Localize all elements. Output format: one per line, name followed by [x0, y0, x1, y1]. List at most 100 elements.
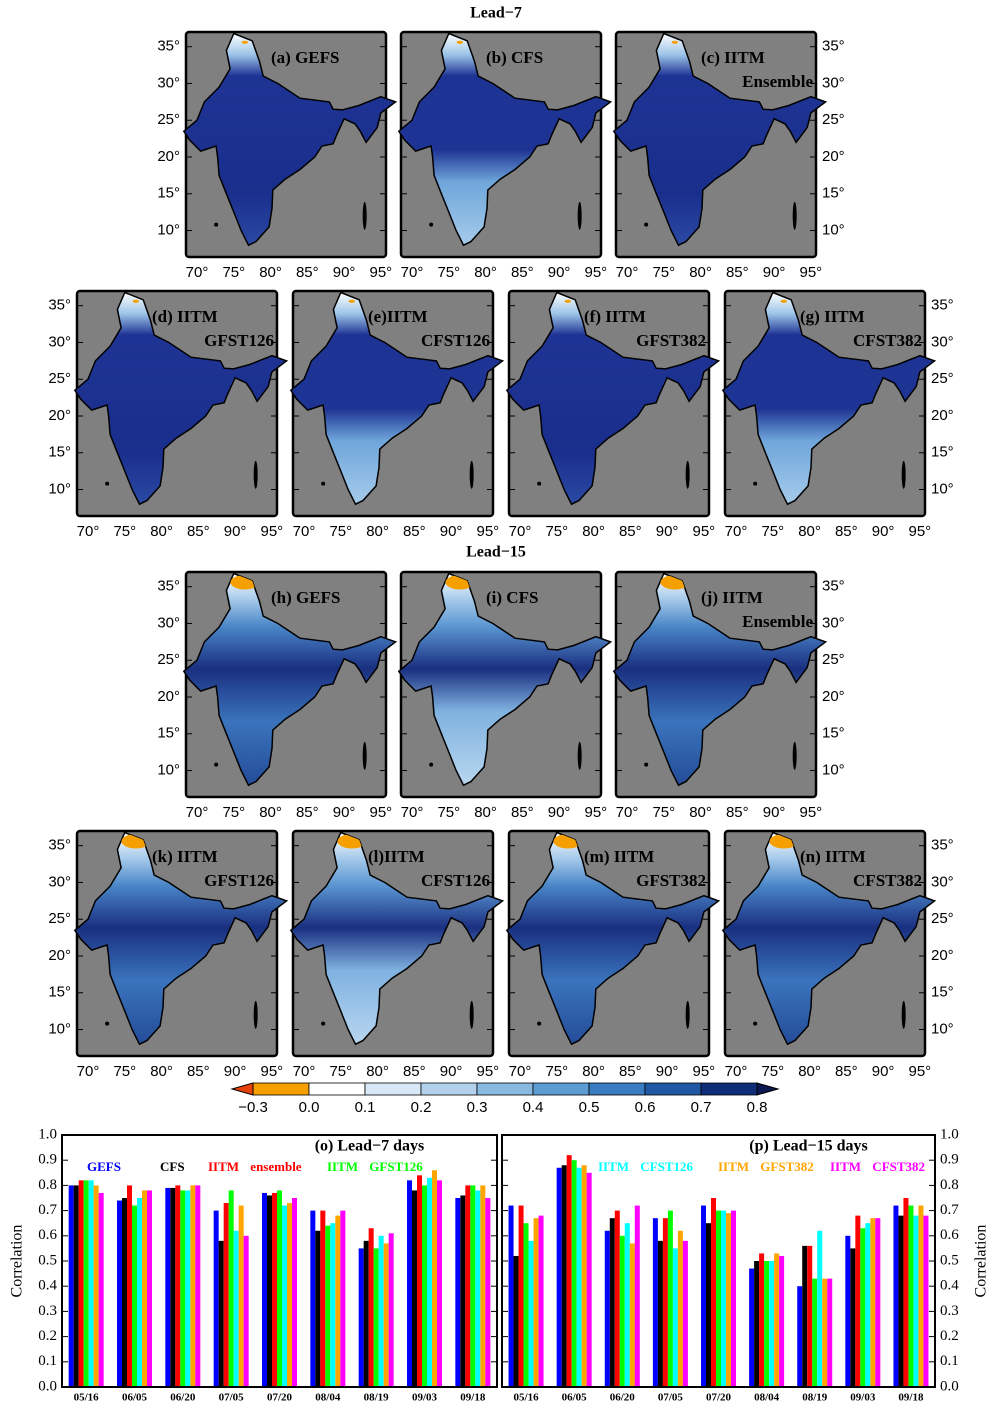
- lon-label: 75°: [545, 523, 568, 540]
- legend-entry: IITM GFST126: [327, 1159, 423, 1174]
- lon-label: 75°: [222, 804, 245, 821]
- lon-label: 90°: [224, 523, 247, 540]
- lon-label: 75°: [437, 804, 460, 821]
- colorbar-segment: [589, 1083, 645, 1095]
- bar: [315, 1231, 320, 1387]
- lat-label: 15°: [48, 984, 71, 1001]
- bar: [567, 1155, 572, 1387]
- panel-sublabel: Ensemble: [742, 612, 813, 631]
- x-tick-label: 06/20: [610, 1392, 636, 1402]
- lat-label: 35°: [931, 297, 954, 314]
- y-tick-label: 0.9: [38, 1152, 57, 1168]
- x-tick-label: 06/20: [170, 1392, 196, 1402]
- figure: Lead−7 Lead−15 (a) GEFS70°75°80°85°90°95…: [0, 0, 992, 1402]
- y-tick-label: 0.5: [38, 1252, 57, 1268]
- panel-sublabel: CFST126: [421, 331, 490, 350]
- legend-entry: IITM CFST126: [598, 1159, 694, 1174]
- lead7-title: Lead−7: [470, 5, 522, 22]
- bar: [165, 1188, 170, 1387]
- bar: [369, 1228, 374, 1387]
- bar: [272, 1193, 277, 1387]
- lat-label: 10°: [157, 221, 180, 238]
- lon-label: 75°: [329, 523, 352, 540]
- y-axis-label: Correlation: [9, 1225, 26, 1298]
- bar: [774, 1253, 779, 1387]
- bar: [668, 1211, 673, 1387]
- andaman-islands: [578, 742, 582, 770]
- y-tick-label: 0.2: [940, 1328, 959, 1344]
- lat-label: 35°: [157, 38, 180, 55]
- y-tick-label: 0.5: [940, 1252, 959, 1268]
- bar: [875, 1218, 880, 1387]
- andaman-islands: [793, 742, 797, 770]
- bar: [359, 1248, 364, 1387]
- lon-label: 90°: [224, 1063, 247, 1080]
- lon-label: 75°: [652, 804, 675, 821]
- bar: [137, 1198, 142, 1387]
- panel-sublabel: CFST126: [421, 871, 490, 890]
- panel-label: (e)IITM: [368, 307, 427, 326]
- bar: [754, 1261, 759, 1387]
- legend-entry: CFS: [160, 1159, 185, 1174]
- bar: [432, 1170, 437, 1387]
- panel-label: (j) IITM: [701, 588, 763, 607]
- lon-label: 75°: [545, 1063, 568, 1080]
- x-tick-label: 09/03: [412, 1392, 438, 1402]
- lakshadweep-islands: [644, 223, 648, 227]
- bar: [855, 1216, 860, 1387]
- legend-entry: GEFS: [87, 1159, 121, 1174]
- bar: [534, 1218, 539, 1387]
- y-tick-label: 0.0: [940, 1378, 959, 1394]
- panel-sublabel: CFST382: [853, 871, 922, 890]
- y-tick-label: 0.4: [940, 1278, 959, 1294]
- lon-label: 80°: [474, 804, 497, 821]
- panel-label: (f) IITM: [584, 307, 646, 326]
- negative-region: [349, 300, 355, 303]
- lon-label: 80°: [150, 523, 173, 540]
- andaman-islands: [254, 1001, 258, 1029]
- x-tick-label: 05/16: [514, 1392, 540, 1402]
- bar: [437, 1180, 442, 1387]
- panel-label: (d) IITM: [152, 307, 218, 326]
- y-tick-label: 0.8: [940, 1177, 959, 1193]
- lon-label: 85°: [511, 804, 534, 821]
- lat-label: 30°: [931, 873, 954, 890]
- bar: [364, 1241, 369, 1387]
- lat-label: 35°: [48, 297, 71, 314]
- x-tick-label: 09/03: [850, 1392, 876, 1402]
- panel-sublabel: Ensemble: [742, 72, 813, 91]
- lat-label: 10°: [48, 1020, 71, 1037]
- lat-label: 20°: [48, 407, 71, 424]
- x-tick-label: 06/05: [122, 1392, 148, 1402]
- lat-label: 35°: [822, 578, 845, 595]
- bar: [422, 1185, 427, 1387]
- bar: [850, 1248, 855, 1387]
- colorbar-segment: [309, 1083, 365, 1095]
- lon-label: 70°: [401, 264, 424, 281]
- lon-label: 80°: [689, 804, 712, 821]
- lon-label: 85°: [726, 264, 749, 281]
- lat-label: 25°: [48, 370, 71, 387]
- bar: [539, 1216, 544, 1387]
- lon-label: 75°: [437, 264, 460, 281]
- lon-label: 90°: [763, 804, 786, 821]
- lat-label: 15°: [822, 725, 845, 742]
- lon-label: 75°: [329, 1063, 352, 1080]
- lakshadweep-islands: [105, 482, 109, 486]
- lat-label: 35°: [48, 837, 71, 854]
- x-tick-label: 09/18: [460, 1392, 486, 1402]
- bar: [455, 1198, 460, 1387]
- lon-label: 85°: [403, 1063, 426, 1080]
- lead15-title: Lead−15: [466, 544, 526, 561]
- bar: [465, 1185, 470, 1387]
- lon-label: 95°: [370, 264, 393, 281]
- y-tick-label: 0.2: [38, 1328, 57, 1344]
- lat-label: 30°: [822, 614, 845, 631]
- bar: [572, 1160, 577, 1387]
- y-tick-label: 0.7: [940, 1202, 959, 1218]
- negative-region: [457, 41, 463, 44]
- lon-label: 85°: [403, 523, 426, 540]
- lakshadweep-islands: [429, 223, 433, 227]
- bar: [721, 1211, 726, 1387]
- lat-label: 30°: [48, 333, 71, 350]
